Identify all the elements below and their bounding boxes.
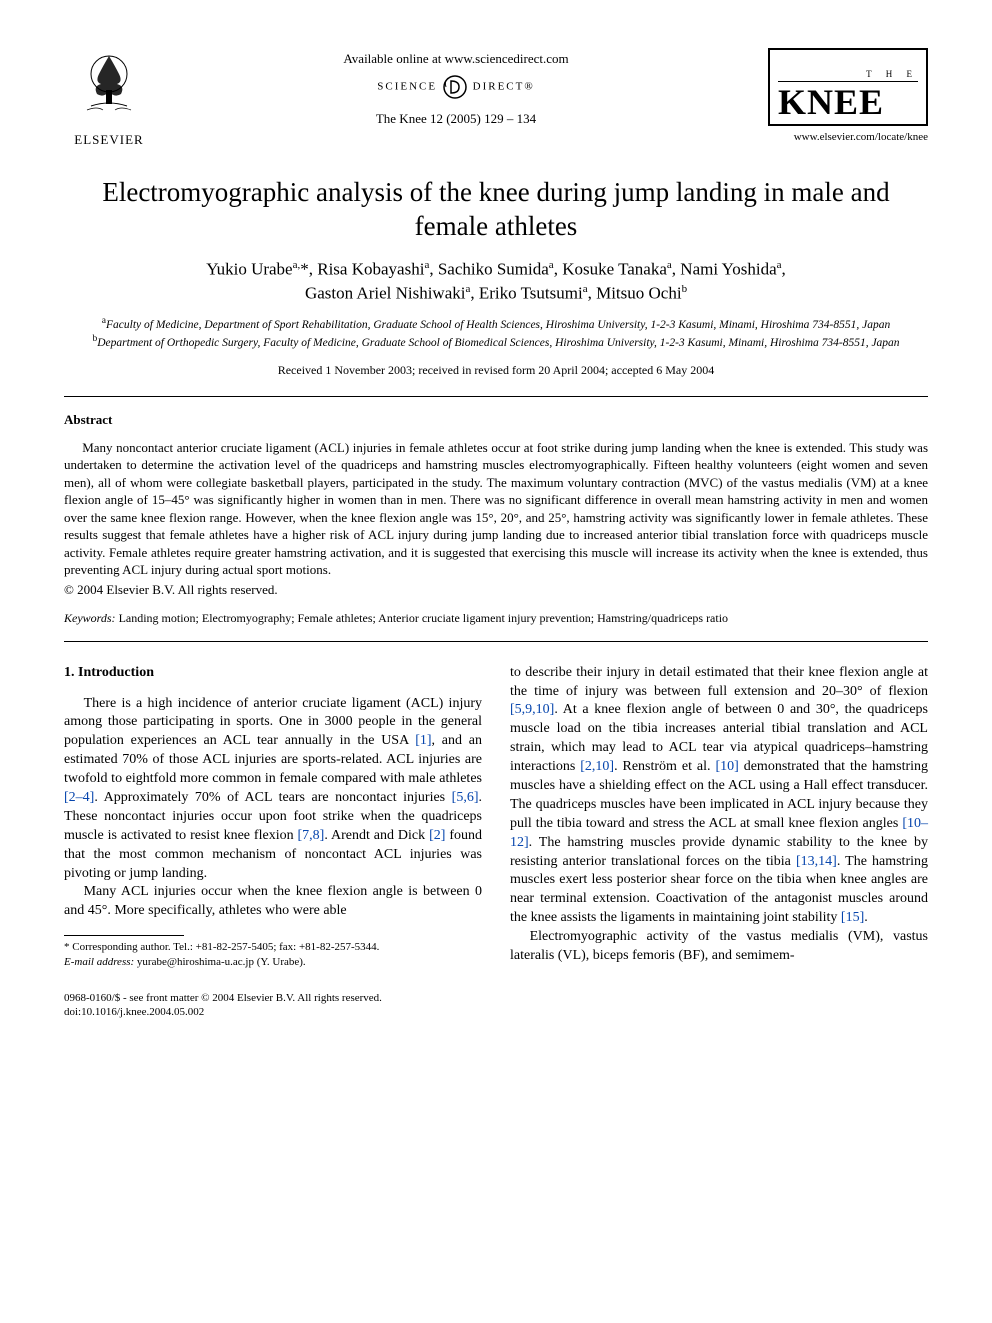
affil-sup: b	[682, 283, 688, 295]
journal-logo-box: T H E KNEE www.elsevier.com/locate/knee	[758, 48, 928, 145]
article-title: Electromyographic analysis of the knee d…	[64, 176, 928, 244]
corr-star: *	[300, 260, 309, 279]
intro-p1: There is a high incidence of anterior cr…	[64, 695, 482, 884]
footnote: * Corresponding author. Tel.: +81-82-257…	[64, 940, 482, 969]
ref-link[interactable]: [2,10]	[580, 759, 614, 774]
abstract-heading: Abstract	[64, 411, 928, 429]
corr-author: * Corresponding author. Tel.: +81-82-257…	[64, 940, 482, 954]
author: Yukio Urabe	[206, 260, 292, 279]
ref-link[interactable]: [5,6]	[452, 790, 479, 805]
author: , Kosuke Tanaka	[554, 260, 667, 279]
email-label: E-mail address:	[64, 956, 134, 968]
rule-top	[64, 396, 928, 397]
text: to describe their injury in detail estim…	[510, 665, 928, 699]
keywords-label: Keywords:	[64, 611, 116, 625]
author: , Risa Kobayashi	[309, 260, 425, 279]
ref-link[interactable]: [5,9,10]	[510, 702, 554, 717]
sd-text1: SCIENCE	[377, 80, 437, 92]
author: , Mitsuo Ochi	[588, 283, 682, 302]
knee-logo: T H E KNEE	[768, 48, 928, 126]
affiliation-a: Faculty of Medicine, Department of Sport…	[106, 319, 890, 331]
author: , Sachiko Sumida	[429, 260, 548, 279]
elsevier-logo: ELSEVIER	[64, 48, 154, 148]
footer: 0968-0160/$ - see front matter © 2004 El…	[64, 991, 928, 1020]
ref-link[interactable]: [13,14]	[796, 854, 837, 869]
sd-d-icon	[442, 74, 468, 100]
abstract-body: Many noncontact anterior cruciate ligame…	[64, 439, 928, 579]
email: yurabe@hiroshima-u.ac.jp (Y. Urabe).	[134, 956, 306, 968]
author: Gaston Ariel Nishiwaki	[305, 283, 466, 302]
ref-link[interactable]: [10]	[715, 759, 738, 774]
footnote-rule	[64, 935, 184, 936]
column-left: 1. Introduction There is a high incidenc…	[64, 664, 482, 969]
intro-heading: 1. Introduction	[64, 664, 482, 683]
journal-url: www.elsevier.com/locate/knee	[758, 130, 928, 145]
available-online: Available online at www.sciencedirect.co…	[154, 50, 758, 68]
intro-p4: Electromyographic activity of the vastus…	[510, 928, 928, 966]
footer-front-matter: 0968-0160/$ - see front matter © 2004 El…	[64, 991, 928, 1005]
main-columns: 1. Introduction There is a high incidenc…	[64, 664, 928, 969]
intro-p2: Many ACL injuries occur when the knee fl…	[64, 883, 482, 921]
elsevier-label: ELSEVIER	[64, 131, 154, 149]
header-center: Available online at www.sciencedirect.co…	[154, 48, 758, 127]
affiliations: aFaculty of Medicine, Department of Spor…	[64, 315, 928, 352]
column-right: to describe their injury in detail estim…	[510, 664, 928, 969]
science-direct-logo: SCIENCE DIRECT®	[154, 74, 758, 100]
rule-bottom	[64, 641, 928, 642]
ref-link[interactable]: [7,8]	[298, 828, 325, 843]
author: , Nami Yoshida	[672, 260, 777, 279]
affiliation-b: Department of Orthopedic Surgery, Facult…	[97, 337, 899, 349]
header-row: ELSEVIER Available online at www.science…	[64, 48, 928, 148]
text: . Arendt and Dick	[324, 828, 429, 843]
journal-ref: The Knee 12 (2005) 129 – 134	[154, 110, 758, 128]
comma: ,	[782, 260, 786, 279]
knee-main: KNEE	[778, 84, 918, 120]
intro-p3: to describe their injury in detail estim…	[510, 664, 928, 928]
ref-link[interactable]: [15]	[841, 910, 864, 925]
keywords: Keywords: Landing motion; Electromyograp…	[64, 610, 928, 626]
text: . Renström et al.	[614, 759, 715, 774]
article-dates: Received 1 November 2003; received in re…	[64, 362, 928, 378]
authors: Yukio Urabea,*, Risa Kobayashia, Sachiko…	[64, 258, 928, 305]
ref-link[interactable]: [2]	[429, 828, 445, 843]
ref-link[interactable]: [2–4]	[64, 790, 94, 805]
abstract-copyright: © 2004 Elsevier B.V. All rights reserved…	[64, 581, 928, 599]
author: , Eriko Tsutsumi	[470, 283, 582, 302]
keywords-text: Landing motion; Electromyography; Female…	[116, 611, 729, 625]
text: . Approximately 70% of ACL tears are non…	[94, 790, 451, 805]
knee-the: T H E	[778, 68, 918, 82]
elsevier-tree-icon	[73, 48, 145, 120]
footer-doi: doi:10.1016/j.knee.2004.05.002	[64, 1005, 928, 1019]
sd-text2: DIRECT®	[473, 80, 535, 92]
ref-link[interactable]: [1]	[415, 733, 431, 748]
text: .	[864, 910, 868, 925]
